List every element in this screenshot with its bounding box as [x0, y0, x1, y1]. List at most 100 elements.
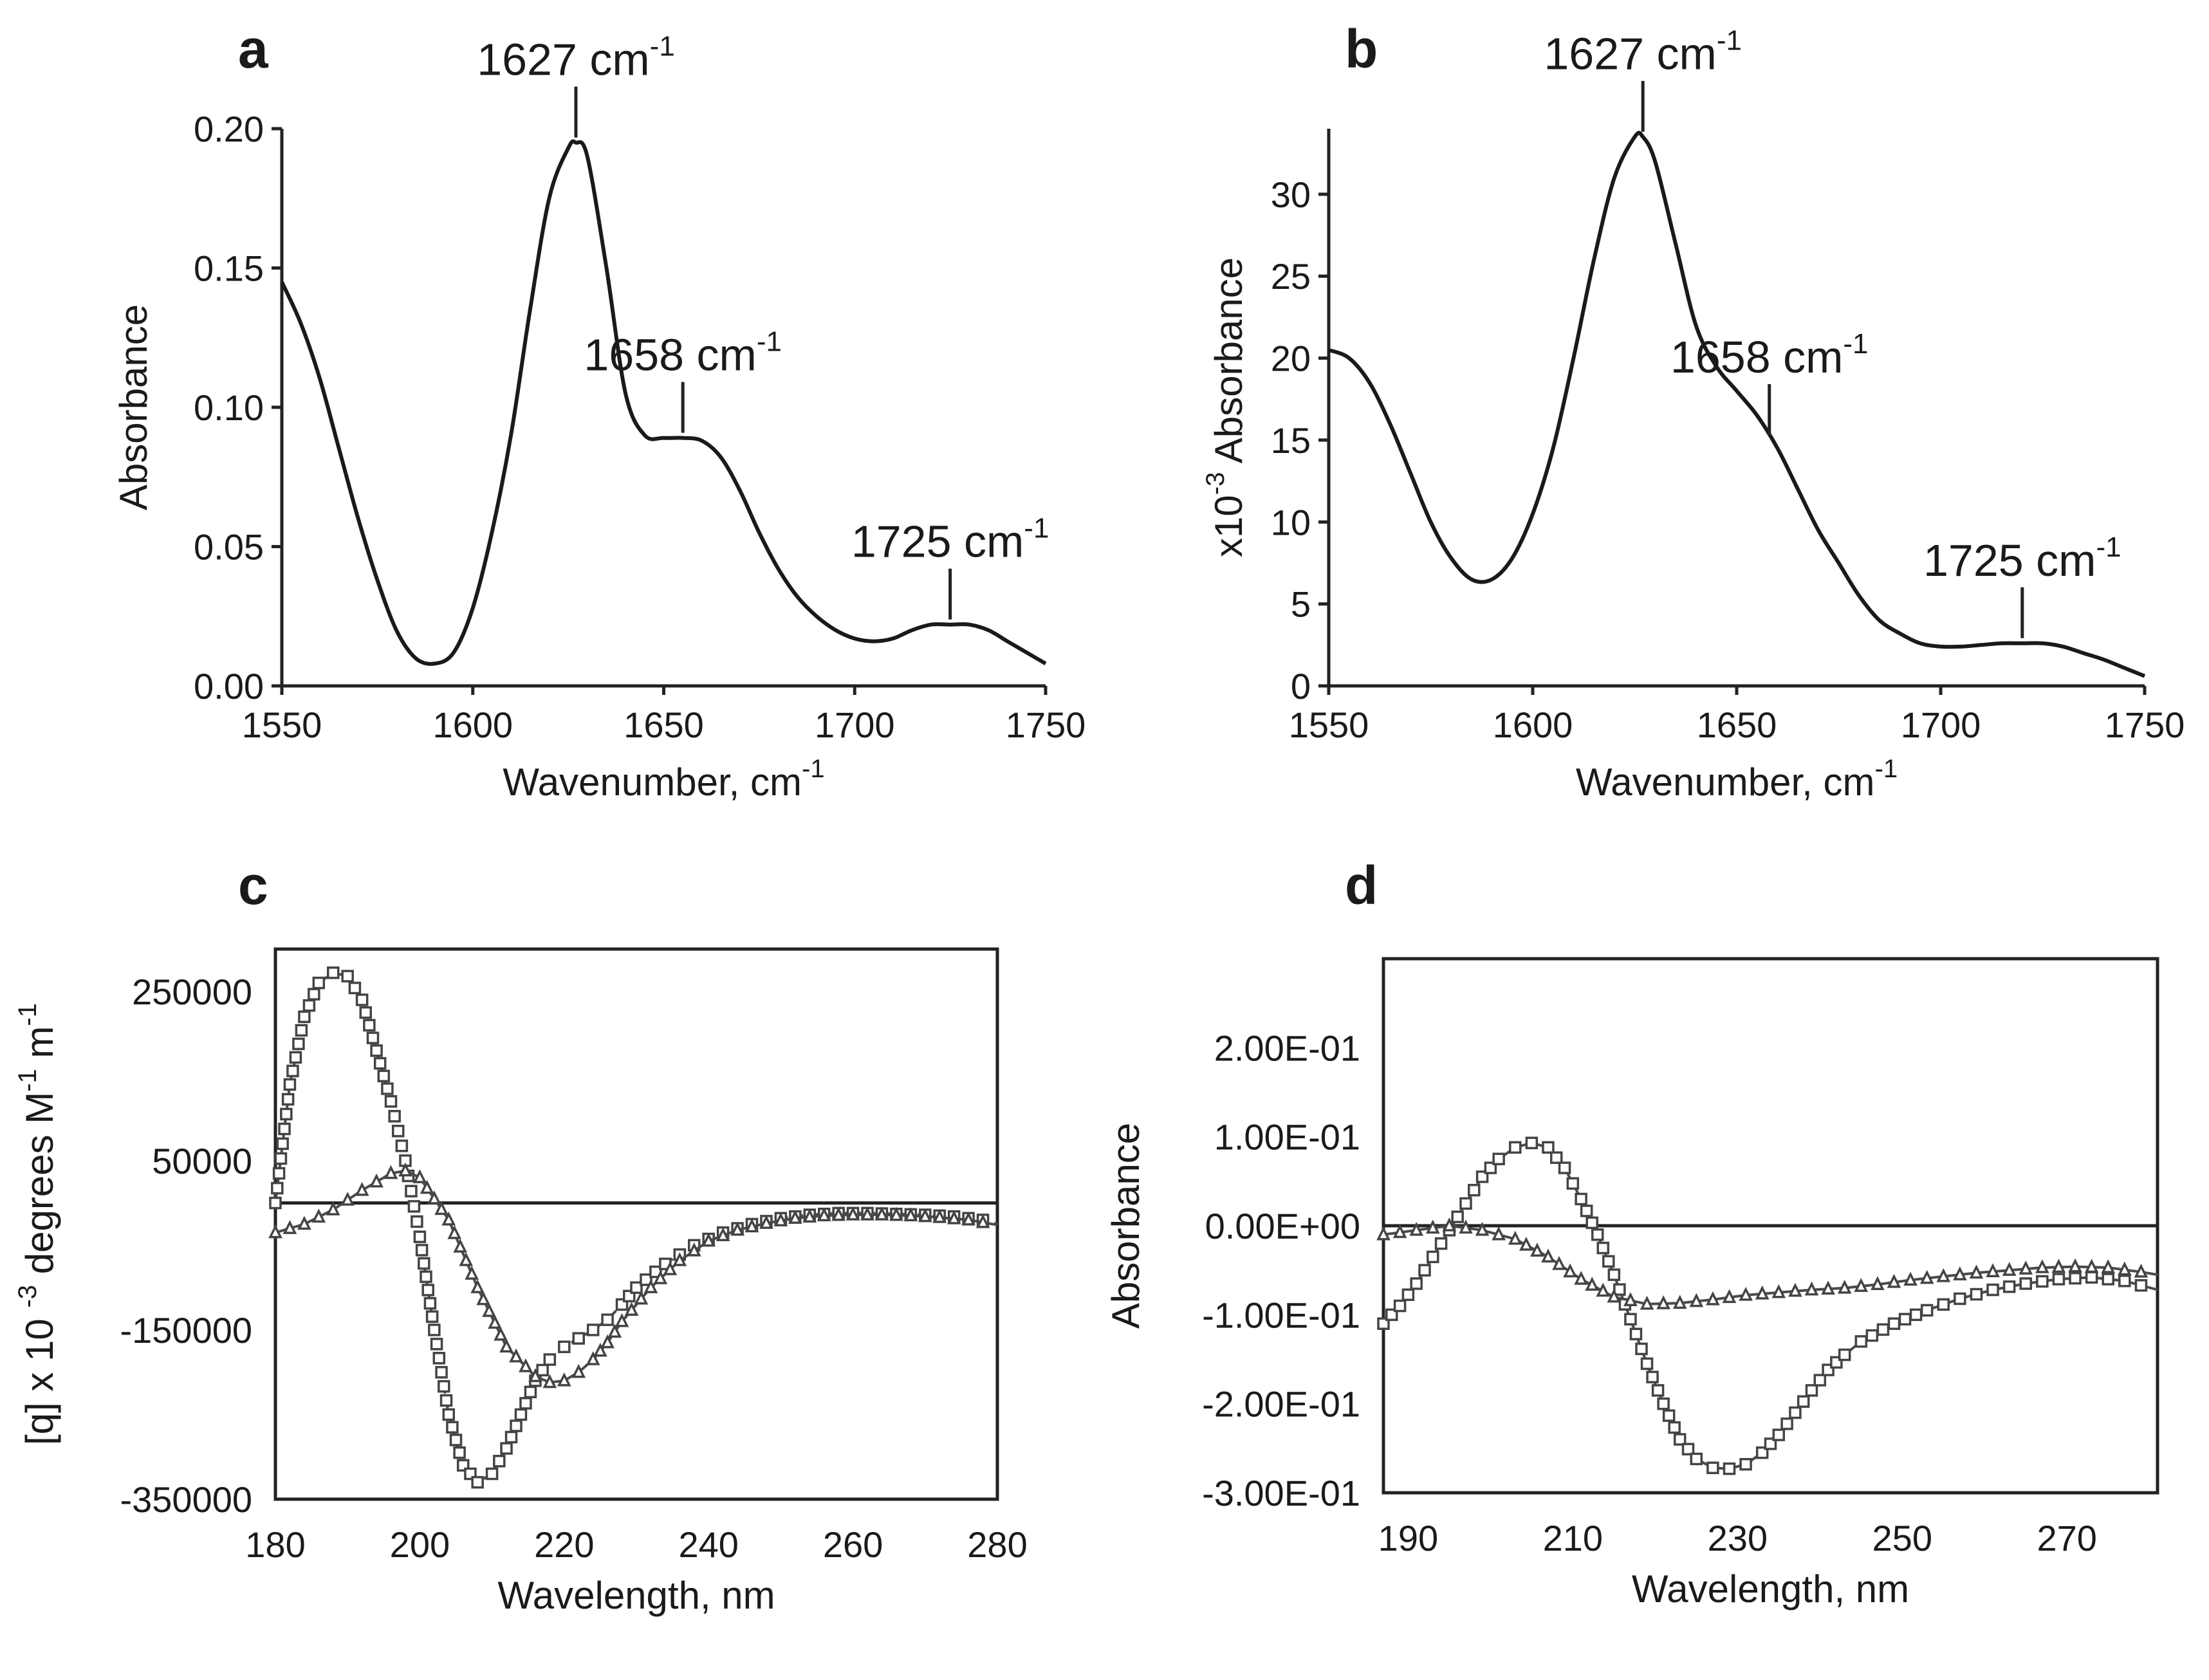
data-point: [601, 1313, 614, 1326]
data-point: [528, 1368, 542, 1383]
data-point: [831, 1206, 846, 1221]
data-point: [471, 1475, 484, 1489]
data-point: [418, 1257, 430, 1270]
data-point: [2101, 1259, 2116, 1273]
data-point: [311, 1208, 326, 1223]
data-point: [1475, 1222, 1490, 1236]
data-point: [2102, 1273, 2114, 1286]
y-tick-label: 0.20: [194, 109, 264, 149]
data-point: [1475, 1170, 1489, 1183]
data-point: [459, 1252, 474, 1266]
data-point: [572, 1332, 585, 1345]
data-point: [903, 1207, 918, 1222]
peak-annotation: 1658 cm-1: [1670, 328, 1869, 382]
peak-annotation-sup: -1: [1717, 25, 1742, 57]
data-point: [278, 1122, 291, 1136]
data-point: [514, 1408, 528, 1421]
data-point: [1640, 1357, 1654, 1371]
data-point: [415, 1244, 429, 1257]
panel-letter: c: [238, 855, 268, 916]
data-point: [1771, 1284, 1786, 1298]
data-point: [1541, 1248, 1555, 1263]
x-tick-label: 280: [967, 1524, 1027, 1565]
data-point: [1418, 1264, 1431, 1277]
data-point: [405, 1185, 418, 1197]
data-point: [542, 1374, 557, 1389]
data-point: [430, 1338, 443, 1351]
y-tick-label: 15: [1271, 420, 1311, 461]
data-point: [773, 1212, 788, 1226]
data-point: [1920, 1304, 1934, 1317]
data-point: [1657, 1397, 1670, 1410]
y-axis-title-sup: -3: [14, 1285, 42, 1308]
data-point: [289, 1051, 302, 1064]
data-point: [571, 1363, 586, 1378]
data-point: [730, 1221, 744, 1236]
data-point: [438, 1380, 450, 1393]
y-tick-label: 25: [1271, 256, 1311, 297]
data-point: [1970, 1288, 1983, 1301]
data-point: [493, 1455, 506, 1468]
x-axis-title-sup: -1: [1875, 755, 1898, 783]
data-point: [1640, 1295, 1654, 1310]
y-tick-label: -2.00E-01: [1202, 1384, 1360, 1425]
x-tick-label: 190: [1378, 1518, 1438, 1558]
data-point: [1623, 1292, 1638, 1306]
data-point: [1706, 1291, 1720, 1306]
data-point: [1865, 1329, 1879, 1342]
data-point: [1755, 1285, 1770, 1300]
data-point: [499, 1338, 513, 1352]
data-point: [1673, 1433, 1687, 1446]
x-axis-title-text: Wavelength, nm: [1632, 1567, 1909, 1611]
data-point: [1739, 1286, 1753, 1301]
data-point: [687, 1242, 701, 1257]
chart-panel-b: b 1550 1600 1650 1700 1750 0 5 10 15 20 25 30 Wavenum…: [1201, 19, 2185, 804]
data-point: [2019, 1260, 2033, 1275]
data-point: [355, 1181, 369, 1196]
data-point: [1804, 1281, 1819, 1296]
data-point: [1898, 1313, 1912, 1325]
data-point: [312, 976, 326, 990]
data-point: [427, 1190, 441, 1205]
data-point: [363, 1019, 376, 1032]
data-point: [1542, 1141, 1555, 1154]
data-point: [398, 1162, 412, 1177]
data-point: [407, 1200, 421, 1213]
data-point: [653, 1270, 668, 1284]
data-point: [1821, 1280, 1835, 1295]
data-point: [624, 1302, 639, 1316]
data-point: [366, 1031, 380, 1044]
panel-letter: a: [238, 19, 269, 79]
data-point: [453, 1446, 466, 1459]
data-point: [1797, 1395, 1810, 1408]
data-point: [593, 1342, 607, 1357]
data-point: [1484, 1161, 1497, 1174]
data-point: [1566, 1177, 1580, 1190]
data-point: [432, 1352, 446, 1365]
y-axis-title-sup: -1: [14, 1003, 42, 1026]
data-point: [558, 1340, 571, 1353]
data-point: [1434, 1237, 1448, 1250]
data-point: [428, 1324, 441, 1336]
data-point: [1508, 1230, 1522, 1245]
peak-annotation-text: 1658 cm: [1670, 332, 1843, 382]
data-point: [500, 1442, 513, 1455]
data-point: [1602, 1255, 1615, 1268]
data-point: [381, 1082, 394, 1095]
data-point: [421, 1284, 434, 1297]
y-axis-title-text: Absorbance: [1104, 1123, 1147, 1329]
data-point: [470, 1279, 485, 1293]
data-point: [2069, 1271, 2082, 1285]
peak-annotation-text: 1725 cm: [1923, 535, 2096, 586]
data-point: [2118, 1275, 2131, 1288]
data-point: [280, 1107, 293, 1121]
data-point: [2117, 1261, 2132, 1276]
data-point: [1887, 1317, 1901, 1330]
data-point: [482, 1303, 496, 1317]
data-point: [672, 1252, 687, 1266]
data-point: [1552, 1256, 1566, 1270]
data-point: [1953, 1266, 1967, 1280]
y-tick-label: 10: [1271, 502, 1311, 542]
data-point: [519, 1358, 533, 1372]
peak-annotation-sup: -1: [1843, 328, 1868, 360]
